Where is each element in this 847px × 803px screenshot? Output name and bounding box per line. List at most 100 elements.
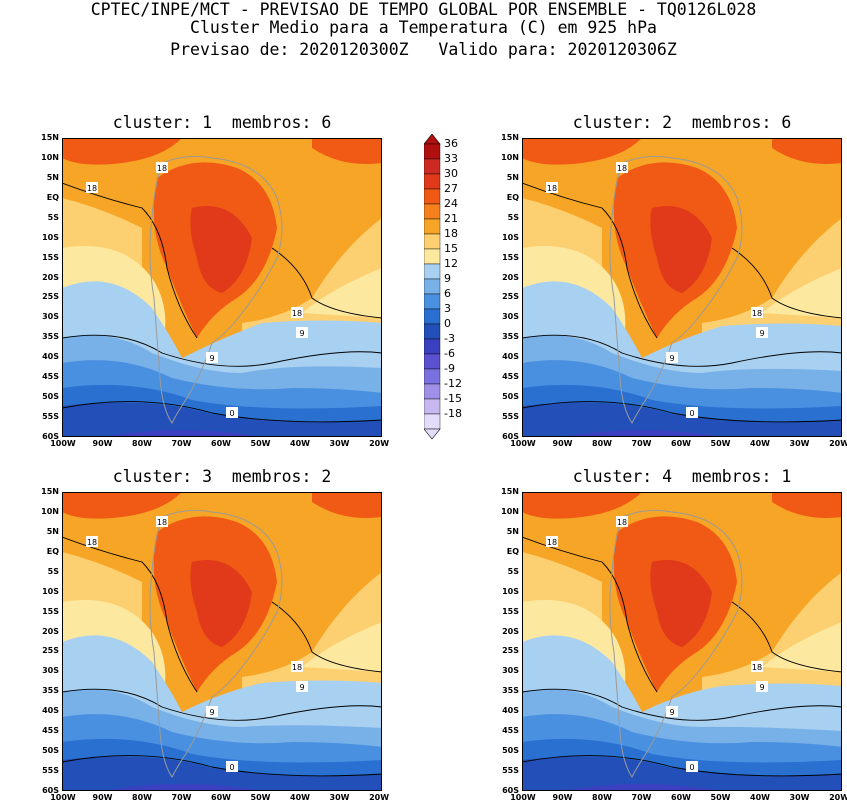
lon-tick-label: 20W	[369, 439, 390, 448]
lat-tick-label: EQ	[506, 546, 519, 556]
contour-line	[61, 536, 198, 693]
hot-region	[650, 560, 712, 647]
contour-label: 0	[686, 407, 698, 418]
lat-tick-label: 55S	[502, 412, 519, 422]
lat-tick-label: 55S	[502, 766, 519, 776]
svg-text:18: 18	[157, 164, 167, 173]
contour-label: 9	[206, 352, 218, 363]
lon-tick-label: 70W	[631, 793, 652, 802]
lat-tick-label: 5S	[507, 566, 519, 576]
contour-label: 18	[751, 661, 763, 672]
map-canvas: 18 18 18 9 9 0	[521, 138, 843, 437]
contour-line	[521, 401, 843, 423]
svg-text:9: 9	[209, 708, 214, 717]
hot-region	[190, 560, 252, 647]
lat-tick-label: 60S	[42, 786, 59, 795]
lon-tick-label: 60W	[671, 793, 691, 802]
header-title: CPTEC/INPE/MCT - PREVISAO DE TEMPO GLOBA…	[90, 0, 757, 19]
svg-text:9: 9	[759, 683, 764, 692]
panel-2-map: 18 18 18 9 9 0	[521, 138, 843, 437]
colorbar-swatch	[424, 278, 441, 295]
temperature-band	[562, 430, 722, 437]
colorbar-label: 30	[444, 167, 458, 180]
contour-label: 18	[616, 516, 628, 527]
colorbar-label: 21	[444, 212, 458, 225]
contour-label: 18	[86, 536, 98, 547]
lon-tick-label: 100W	[50, 439, 76, 448]
hot-region	[62, 492, 182, 519]
lat-tick-label: 35S	[502, 332, 519, 342]
lon-tick-label: 40W	[290, 439, 311, 448]
contour-line	[61, 755, 383, 777]
colorbar-label: 9	[444, 272, 451, 285]
lon-tick-label: 50W	[710, 793, 731, 802]
lon-tick-label: 80W	[592, 793, 612, 802]
lat-tick-label: 30S	[42, 312, 59, 322]
lat-tick-label: 50S	[502, 746, 519, 756]
lon-tick-label: 30W	[329, 793, 350, 802]
colorbar-swatch	[424, 323, 441, 340]
svg-text:9: 9	[299, 683, 304, 692]
colorbar-label: 24	[444, 197, 458, 210]
temperature-band	[762, 622, 842, 672]
lat-tick-label: 20S	[502, 272, 519, 282]
lon-tick-label: 70W	[631, 439, 652, 448]
contour-label: 9	[666, 352, 678, 363]
lat-tick-label: 15S	[502, 252, 519, 262]
lon-tick-label: 40W	[750, 439, 771, 448]
lat-tick-label: 45S	[42, 726, 59, 736]
colorbar-label: 33	[444, 152, 458, 165]
colorbar-swatch	[424, 143, 441, 160]
contour-label: 0	[686, 761, 698, 772]
lon-tick-label: 30W	[789, 439, 810, 448]
lat-tick-label: 15N	[41, 133, 59, 142]
lat-tick-label: 10N	[501, 152, 519, 162]
colorbar-swatch	[424, 173, 441, 190]
hot-region	[522, 138, 642, 165]
svg-text:9: 9	[299, 329, 304, 338]
lat-tick-label: 35S	[502, 686, 519, 696]
lat-tick-label: 10N	[41, 506, 59, 516]
coastline	[149, 509, 283, 778]
colorbar-label: -12	[444, 377, 462, 390]
contour-label: 18	[291, 661, 303, 672]
svg-text:18: 18	[157, 518, 167, 527]
colorbar-swatch	[424, 413, 441, 430]
lon-tick-label: 100W	[50, 793, 76, 802]
colorbar-label: -9	[444, 362, 455, 375]
lon-tick-label: 60W	[211, 793, 231, 802]
lon-tick-label: 50W	[250, 439, 271, 448]
colorbar-swatch	[424, 188, 441, 205]
lon-tick-label: 90W	[552, 439, 573, 448]
lat-tick-label: 50S	[502, 392, 519, 402]
lat-tick-label: 40S	[502, 706, 519, 716]
contour-label: 9	[296, 327, 308, 338]
lon-tick-label: 60W	[211, 439, 231, 448]
panel-1-map: 18 18 18 9 9 0	[61, 138, 383, 437]
temperature-band	[62, 756, 382, 791]
lat-tick-label: 60S	[42, 432, 59, 441]
svg-text:18: 18	[752, 309, 762, 318]
colorbar-swatch	[424, 218, 441, 235]
lon-tick-label: 100W	[510, 439, 536, 448]
contour-label: 18	[546, 536, 558, 547]
panel-4-title: cluster: 4 membros: 1	[572, 467, 792, 486]
lat-tick-label: 50S	[42, 746, 59, 756]
contour-label: 9	[206, 706, 218, 717]
lat-tick-label: 45S	[502, 726, 519, 736]
colorbar-swatch	[424, 203, 441, 220]
lat-tick-label: 15S	[42, 252, 59, 262]
colorbar-label: 27	[444, 182, 458, 195]
svg-text:18: 18	[617, 164, 627, 173]
temperature-band	[102, 784, 262, 791]
contour-label: 18	[751, 307, 763, 318]
contour-line	[271, 247, 383, 319]
contour-line	[61, 182, 198, 339]
colorbar-label: 6	[444, 287, 451, 300]
header-dates: Previsao de: 2020120300Z Valido para: 20…	[170, 40, 677, 59]
lon-tick-label: 70W	[171, 439, 192, 448]
contour-label: 18	[156, 516, 168, 527]
svg-text:0: 0	[689, 409, 694, 418]
svg-text:18: 18	[292, 309, 302, 318]
colorbar-swatch	[424, 368, 441, 385]
